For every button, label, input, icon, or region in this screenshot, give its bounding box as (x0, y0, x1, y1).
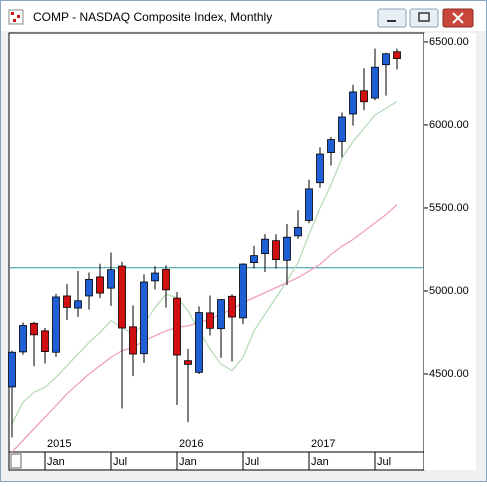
candle-body (294, 226, 302, 237)
candle-body (272, 240, 280, 260)
moving-average (11, 204, 398, 453)
candle-body (162, 268, 170, 291)
x-tick-label: Jul (245, 456, 259, 468)
candle-body (41, 330, 49, 352)
candle-body (140, 281, 148, 355)
candle-body (74, 300, 82, 309)
candle-body (206, 312, 214, 329)
candle-body (349, 91, 357, 115)
y-tick-label: 6500.00 (429, 36, 469, 48)
x-tick-label: Jan (179, 456, 197, 468)
candle-body (173, 297, 181, 356)
x-tick-label: Jan (311, 456, 329, 468)
candle-body (283, 236, 291, 261)
candle-body (118, 265, 126, 329)
close-button[interactable] (442, 8, 474, 28)
candle-body (129, 326, 137, 355)
candle-body (261, 238, 269, 255)
y-tick-label: 6000.00 (429, 119, 469, 131)
x-tick-label: Jul (377, 456, 391, 468)
candle-body (305, 188, 313, 221)
minimize-button[interactable] (377, 8, 407, 28)
candle-body (52, 296, 60, 353)
candle-body (217, 299, 225, 330)
candle-body (184, 360, 192, 365)
window-title: COMP - NASDAQ Composite Index, Monthly (33, 10, 272, 24)
candle-body (107, 269, 115, 289)
candle-body (393, 51, 401, 59)
y-axis-strip (424, 33, 476, 470)
candle-body (316, 153, 324, 184)
candle-body (8, 351, 16, 388)
y-tick-label: 5500.00 (429, 202, 469, 214)
candle-body (85, 278, 93, 297)
candle-body (239, 263, 247, 319)
y-tick-label: 5000.00 (429, 285, 469, 297)
maximize-button[interactable] (409, 8, 439, 28)
candle-body (195, 312, 203, 373)
x-tick-label: Jan (47, 456, 65, 468)
year-label: 2015 (47, 438, 71, 450)
candle-body (382, 53, 390, 66)
candle-body (63, 295, 71, 308)
year-label: 2016 (179, 438, 203, 450)
candle-body (228, 295, 236, 318)
moving-average (11, 101, 398, 425)
candle-body (327, 139, 335, 153)
scroll-box[interactable] (10, 453, 22, 469)
y-tick-label: 4500.00 (429, 368, 469, 380)
x-axis-strip (8, 451, 425, 471)
candle-body (151, 272, 159, 282)
candle-body (360, 90, 368, 103)
candle-body (371, 66, 379, 99)
candle-body (19, 325, 27, 353)
candle-body (30, 322, 38, 336)
candle-body (96, 276, 104, 294)
candle-body (338, 116, 346, 142)
x-tick-label: Jul (113, 456, 127, 468)
candle-body (250, 255, 258, 263)
app-icon (8, 9, 24, 25)
year-label: 2017 (311, 438, 335, 450)
